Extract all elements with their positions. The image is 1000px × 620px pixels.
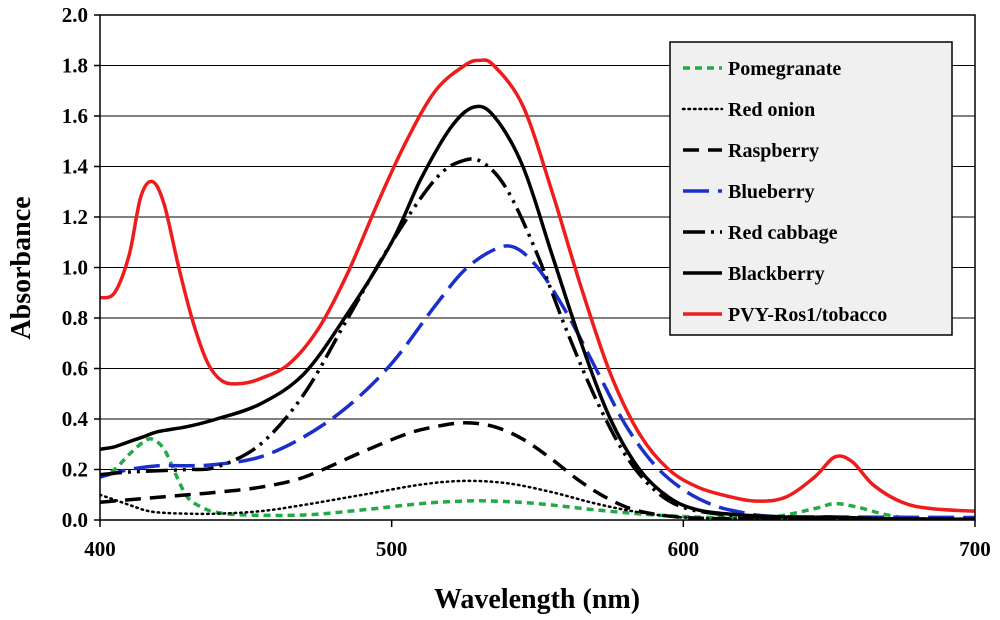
series-line-pvy-ros1-tobacco bbox=[100, 58, 975, 513]
y-tick-label: 0.6 bbox=[62, 357, 88, 381]
y-axis-title: Absorbance bbox=[6, 196, 37, 339]
y-tick-label: 2.0 bbox=[62, 3, 88, 27]
legend-label: Red cabbage bbox=[728, 222, 838, 244]
series-line-blackberry bbox=[100, 104, 975, 520]
legend-label: Red onion bbox=[728, 99, 815, 121]
y-tick-label: 1.8 bbox=[62, 54, 88, 78]
y-tick-label: 0.4 bbox=[62, 407, 89, 431]
y-tick-label: 1.6 bbox=[62, 104, 88, 128]
x-tick-label: 600 bbox=[668, 537, 700, 561]
x-tick-label: 500 bbox=[376, 537, 408, 561]
y-tick-label: 0.8 bbox=[62, 306, 88, 330]
x-tick-label: 700 bbox=[959, 537, 991, 561]
legend: Pomegranate Red onion Raspberry Blueberry Re… bbox=[669, 41, 953, 336]
legend-label: Blackberry bbox=[728, 263, 825, 285]
y-tick-label: 0.2 bbox=[62, 458, 88, 482]
x-axis-title: Wavelength (nm) bbox=[434, 584, 640, 615]
series-line-blueberry bbox=[100, 244, 975, 520]
x-tick-label: 400 bbox=[84, 537, 116, 561]
legend-label: Blueberry bbox=[728, 181, 815, 203]
series-line-pomegranate bbox=[100, 436, 975, 520]
legend-label: PVY-Ros1/tobacco bbox=[728, 304, 887, 326]
legend-label: Raspberry bbox=[728, 140, 819, 162]
legend-label: Pomegranate bbox=[728, 58, 841, 80]
y-tick-label: 1.4 bbox=[62, 155, 89, 179]
y-tick-label: 1.0 bbox=[62, 256, 88, 280]
y-tick-label: 0.0 bbox=[62, 508, 88, 532]
series-layer bbox=[100, 58, 975, 520]
series-line-raspberry bbox=[100, 421, 975, 520]
axis-ticks bbox=[94, 14, 976, 527]
y-tick-label: 1.2 bbox=[62, 205, 88, 229]
legend-box bbox=[669, 41, 953, 336]
axis-tick-labels: 0.0 0.2 0.4 0.6 0.8 1.0 1.2 1.4 1.6 1.8 2.0 400 500 6… bbox=[62, 3, 991, 561]
